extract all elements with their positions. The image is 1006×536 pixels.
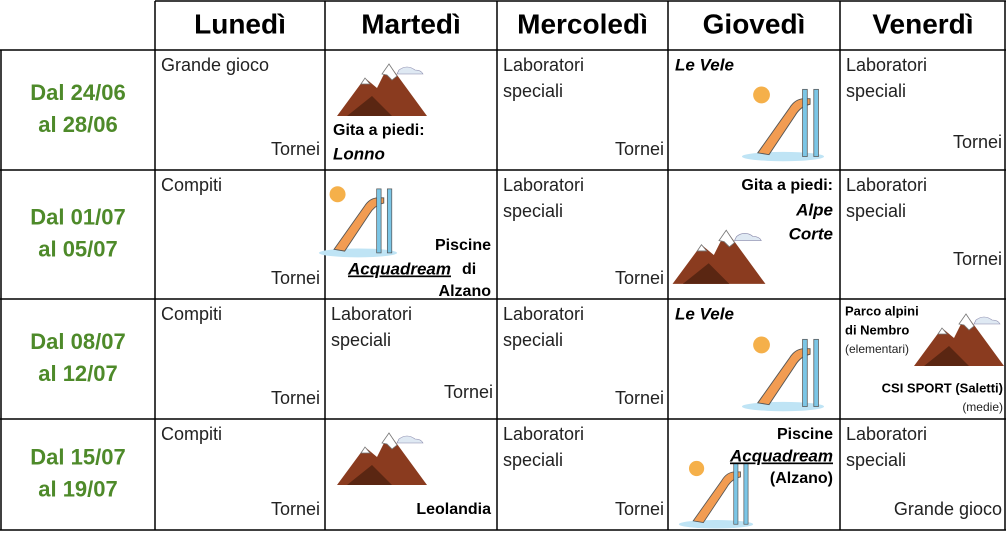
cell-text: Laboratori	[846, 175, 927, 195]
cell-text: speciali	[503, 81, 563, 101]
cell-text: Tornei	[615, 268, 664, 288]
period-label: Dal 08/07	[30, 329, 125, 354]
day-header: Giovedì	[703, 8, 806, 39]
cell-text: Laboratori	[503, 175, 584, 195]
cell-text: Tornei	[615, 499, 664, 519]
cell-text: speciali	[503, 450, 563, 470]
cell-text: speciali	[846, 81, 906, 101]
period-label: Dal 24/06	[30, 80, 125, 105]
cell-text: Acquadream	[729, 446, 833, 465]
cell-text: Leolandia	[416, 501, 491, 518]
cell-text: CSI SPORT (Saletti)	[882, 380, 1003, 395]
cell-text: speciali	[503, 201, 563, 221]
cell-text: Tornei	[953, 132, 1002, 152]
cell-text: Tornei	[271, 388, 320, 408]
day-header: Venerdì	[872, 8, 973, 39]
cell-text: Laboratori	[846, 424, 927, 444]
cell-text: Tornei	[615, 139, 664, 159]
day-header: Mercoledì	[517, 8, 648, 39]
cell-text: Tornei	[953, 249, 1002, 269]
cell-text: Grande gioco	[161, 55, 269, 75]
cell-text: Corte	[789, 224, 833, 243]
cell-text: Piscine	[777, 426, 833, 443]
cell-text: Tornei	[615, 388, 664, 408]
cell-text: Laboratori	[331, 304, 412, 324]
cell-text: Laboratori	[503, 55, 584, 75]
cell-text: Gita a piedi:	[333, 122, 425, 139]
cell-text: Gita a piedi:	[741, 177, 833, 194]
day-header: Lunedì	[194, 8, 286, 39]
cell-text: Le Vele	[675, 55, 734, 74]
cell-text: (Alzano)	[770, 470, 833, 487]
cell-text: (elementari)	[845, 342, 909, 356]
cell-text: Lonno	[333, 144, 385, 163]
cell-text: Tornei	[271, 268, 320, 288]
period-label: Dal 15/07	[30, 444, 125, 469]
cell-text: (medie)	[962, 400, 1003, 414]
cell-text: speciali	[846, 450, 906, 470]
cell-text: Le Vele	[675, 304, 734, 323]
cell-text: di	[462, 261, 476, 278]
period-label: al 12/07	[38, 361, 118, 386]
cell-text: Laboratori	[846, 55, 927, 75]
cell-text: Parco alpini	[845, 303, 919, 318]
cell-text: Grande gioco	[894, 499, 1002, 519]
period-label: al 19/07	[38, 476, 118, 501]
cell-text: Tornei	[271, 139, 320, 159]
period-label: Dal 01/07	[30, 204, 125, 229]
cell-text: speciali	[846, 201, 906, 221]
cell-text: speciali	[503, 330, 563, 350]
period-label: al 05/07	[38, 236, 118, 261]
cell-text: Compiti	[161, 424, 222, 444]
cell-text: Acquadream	[347, 259, 451, 278]
cell-text: Piscine	[435, 237, 491, 254]
cell-text: Alpe	[795, 200, 833, 219]
cell-text: Alzano	[439, 283, 492, 300]
cell-text: Laboratori	[503, 424, 584, 444]
cell-text: Laboratori	[503, 304, 584, 324]
cell-text: Tornei	[271, 499, 320, 519]
cell-text: Tornei	[444, 382, 493, 402]
cell-text: speciali	[331, 330, 391, 350]
day-header: Martedì	[361, 8, 461, 39]
cell-text: di Nembro	[845, 322, 909, 337]
cell-text: Compiti	[161, 304, 222, 324]
cell-text: Compiti	[161, 175, 222, 195]
period-label: al 28/06	[38, 112, 118, 137]
